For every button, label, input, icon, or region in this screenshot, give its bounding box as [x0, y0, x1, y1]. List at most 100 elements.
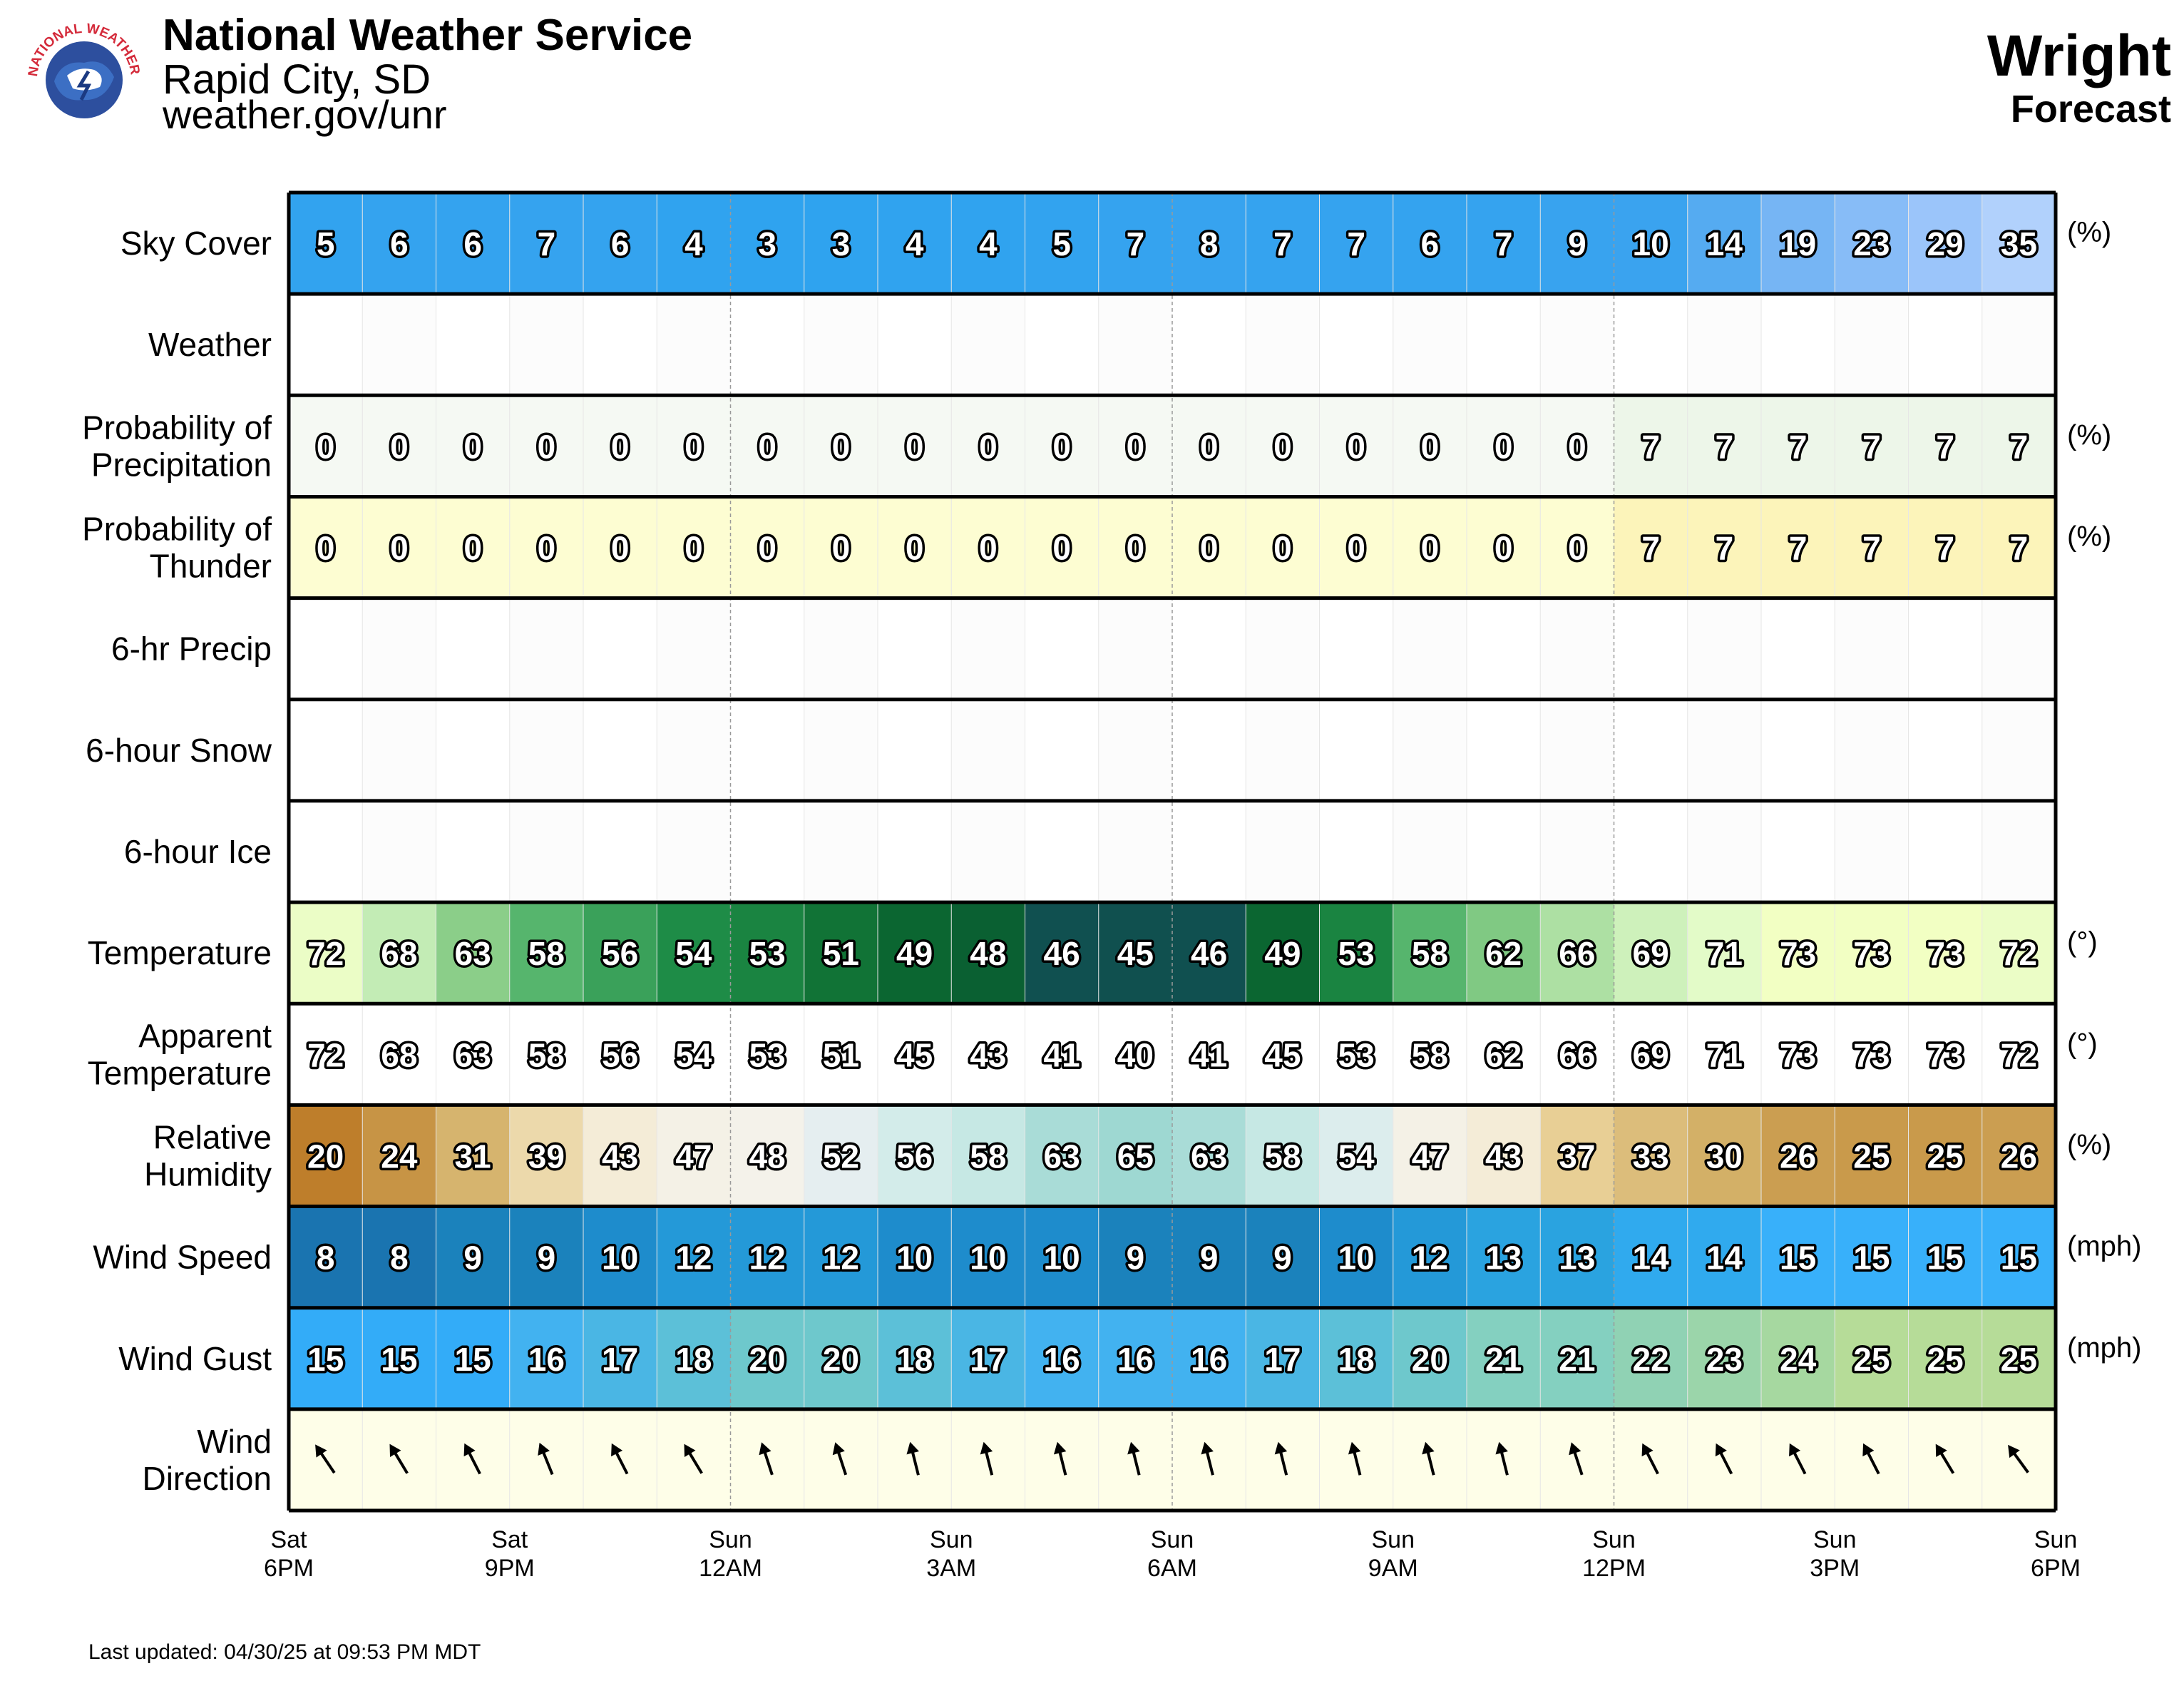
- cell: [804, 193, 878, 295]
- cell-value: 48: [749, 1138, 786, 1175]
- cell-value: 62: [1485, 1036, 1522, 1073]
- cell-value: 41: [1191, 1036, 1227, 1073]
- cell: [730, 1206, 805, 1308]
- cell-value: 46: [1191, 935, 1227, 972]
- cell: [804, 395, 878, 497]
- cell-value: 0: [1200, 428, 1219, 465]
- cell: [583, 193, 657, 295]
- cell: [1982, 1003, 2056, 1105]
- cell-value: 7: [2010, 530, 2029, 567]
- cell: [1761, 1206, 1835, 1308]
- x-tick-time: 9PM: [485, 1555, 535, 1582]
- empty-cell: [1761, 800, 1835, 903]
- empty-cell: [1393, 699, 1467, 801]
- cell: [583, 902, 657, 1004]
- cell-value: 29: [1927, 225, 1964, 262]
- empty-cell: [1246, 598, 1320, 700]
- cell-value: 5: [1052, 225, 1071, 262]
- cell: [1467, 1206, 1541, 1308]
- cell-value: 31: [455, 1138, 491, 1175]
- empty-cell: [878, 598, 952, 700]
- row-blank-6: 6-hour Ice: [124, 800, 2056, 903]
- wind-arrow-shaft: [1939, 1450, 1955, 1474]
- cell-value: 12: [675, 1240, 712, 1277]
- cell: [289, 902, 363, 1004]
- wind-arrow-icon: [2008, 1444, 2029, 1473]
- empty-cell: [657, 294, 731, 396]
- row-label: Thunder: [150, 548, 272, 585]
- office-name: Rapid City, SD: [163, 56, 431, 103]
- wind-arrow-shaft: [984, 1449, 994, 1476]
- empty-cell: [1908, 800, 1982, 903]
- cell-value: 20: [1412, 1341, 1448, 1378]
- row-sky-0: Sky Cover (%) 5 6 6 7 6 4 3 3 4 4 5 7 8 7 7 6 7 9 10 14 19 23 29…: [121, 193, 2111, 295]
- cell-value: 49: [896, 935, 933, 972]
- wind-arrow-head: [389, 1444, 401, 1457]
- cell: [804, 496, 878, 598]
- cell: [1687, 1206, 1762, 1308]
- nws-logo-icon: NATIONAL WEATHER SERVICE: [20, 16, 145, 141]
- empty-cell: [362, 800, 436, 903]
- row-gust-11: Wind Gust (mph) 15 15 15 16 17 18 20 20 18 17 16 16 16…: [118, 1307, 2141, 1409]
- cell-value: 15: [1853, 1240, 1890, 1277]
- cell: [1467, 395, 1541, 497]
- empty-cell: [1982, 800, 2056, 903]
- empty-cell: [951, 800, 1025, 903]
- empty-cell: [1982, 598, 2056, 700]
- empty-cell: [1393, 598, 1467, 700]
- empty-cell: [509, 294, 583, 396]
- cell-value: 15: [1780, 1240, 1816, 1277]
- cell-value: 0: [1347, 428, 1365, 465]
- cell: [1393, 395, 1467, 497]
- x-tick-day: Sun: [1151, 1526, 1194, 1553]
- cell: [1835, 395, 1909, 497]
- cell-value: 9: [1127, 1240, 1145, 1277]
- empty-cell: [1025, 699, 1099, 801]
- cell-value: 6: [390, 225, 409, 262]
- cell-value: 54: [675, 935, 712, 972]
- wind-arrow-shaft: [392, 1450, 409, 1474]
- cell-value: 7: [1716, 428, 1734, 465]
- cell-value: 73: [1927, 1036, 1964, 1073]
- cell: [1687, 1105, 1762, 1207]
- cell: [289, 395, 363, 497]
- cell-value: 43: [970, 1036, 1006, 1073]
- cell: [1319, 1003, 1394, 1105]
- empty-cell: [1393, 800, 1467, 903]
- row-label: Relative: [153, 1118, 272, 1155]
- wind-arrow-head: [1127, 1441, 1140, 1455]
- empty-cell: [289, 598, 363, 700]
- cell-value: 17: [602, 1341, 638, 1378]
- cell: [1467, 1307, 1541, 1409]
- empty-cell: [1467, 294, 1541, 396]
- cell: [878, 1003, 952, 1105]
- row-unit: (°): [2067, 926, 2098, 958]
- cell-value: 7: [1936, 428, 1954, 465]
- empty-cell: [1835, 699, 1909, 801]
- cell: [1540, 395, 1614, 497]
- empty-cell: [436, 598, 510, 700]
- cell: [1614, 902, 1688, 1004]
- cell: [1540, 193, 1614, 295]
- cell-value: 0: [538, 428, 556, 465]
- cell-value: 0: [906, 530, 924, 567]
- cell: [951, 1003, 1025, 1105]
- cell-value: 0: [1347, 530, 1365, 567]
- empty-cell: [1172, 800, 1246, 903]
- empty-cell: [951, 294, 1025, 396]
- cell-value: 47: [1412, 1138, 1448, 1175]
- empty-cell: [583, 699, 657, 801]
- cell: [1982, 1307, 2056, 1409]
- wind-arrow-head: [1053, 1441, 1067, 1455]
- cell-value: 25: [1927, 1341, 1964, 1378]
- cell: [1687, 902, 1762, 1004]
- cell: [1982, 193, 2056, 295]
- cell: [657, 496, 731, 598]
- cell-value: 58: [970, 1138, 1006, 1175]
- cell: [1025, 902, 1099, 1004]
- cell-value: 22: [1633, 1341, 1669, 1378]
- row-label: Probability of: [82, 511, 272, 548]
- wind-arrow-icon: [980, 1441, 994, 1476]
- cell-value: 7: [1789, 530, 1808, 567]
